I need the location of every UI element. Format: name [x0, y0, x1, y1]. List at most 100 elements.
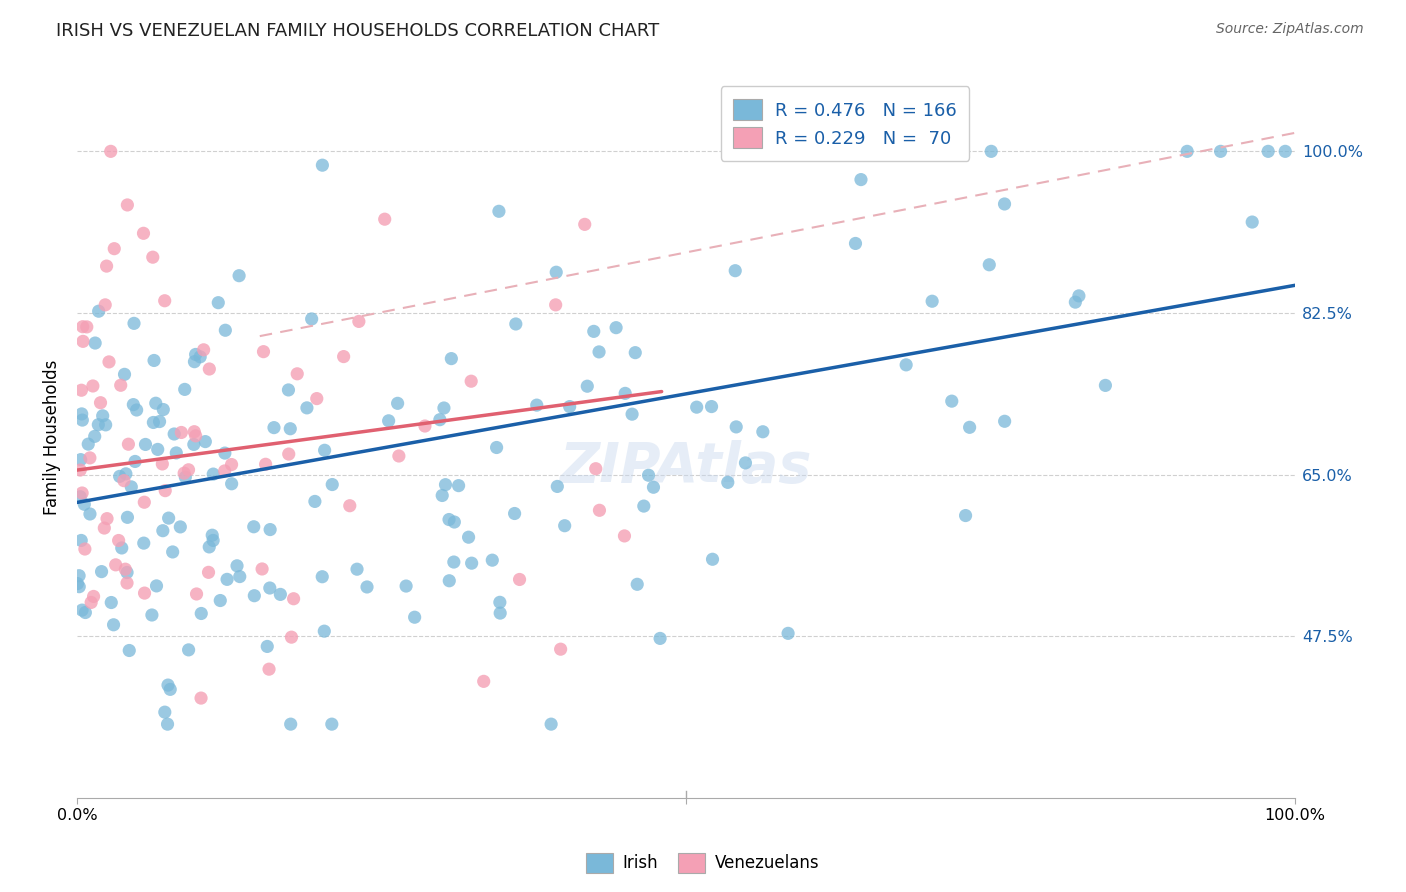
Point: [488, 204, 510, 219]
Point: [314, 443, 336, 458]
Point: [100, 595, 122, 609]
Point: [994, 414, 1017, 428]
Point: [117, 198, 139, 212]
Point: [145, 579, 167, 593]
Point: [193, 343, 215, 357]
Point: [388, 449, 411, 463]
Point: [505, 317, 527, 331]
Point: [321, 717, 343, 731]
Point: [83, 590, 105, 604]
Point: [89, 395, 111, 409]
Point: [540, 717, 562, 731]
Point: [148, 415, 170, 429]
Point: [844, 236, 866, 251]
Point: [347, 314, 370, 328]
Point: [457, 530, 479, 544]
Point: [150, 457, 173, 471]
Point: [588, 503, 610, 517]
Point: [1209, 145, 1232, 159]
Point: [115, 576, 138, 591]
Point: [305, 392, 328, 406]
Point: [90, 565, 112, 579]
Point: [118, 643, 141, 657]
Point: [124, 454, 146, 468]
Point: [447, 478, 470, 492]
Point: [332, 350, 354, 364]
Point: [648, 632, 671, 646]
Point: [94, 417, 117, 432]
Point: [87, 304, 110, 318]
Point: [374, 212, 396, 227]
Point: [87, 417, 110, 432]
Point: [76, 319, 98, 334]
Point: [443, 515, 465, 529]
Point: [79, 507, 101, 521]
Point: [197, 566, 219, 580]
Point: [702, 552, 724, 566]
Point: [145, 396, 167, 410]
Point: [173, 383, 195, 397]
Point: [152, 524, 174, 538]
Point: [503, 507, 526, 521]
Point: [637, 468, 659, 483]
Point: [162, 545, 184, 559]
Point: [202, 467, 225, 481]
Point: [1064, 295, 1087, 310]
Point: [356, 580, 378, 594]
Legend: Irish, Venezuelans: Irish, Venezuelans: [579, 847, 827, 880]
Point: [242, 520, 264, 534]
Point: [278, 422, 301, 436]
Point: [346, 562, 368, 576]
Point: [1175, 145, 1198, 159]
Point: [155, 483, 177, 498]
Point: [79, 450, 101, 465]
Point: [259, 523, 281, 537]
Point: [460, 374, 482, 388]
Point: [228, 268, 250, 283]
Point: [103, 242, 125, 256]
Point: [395, 579, 418, 593]
Point: [613, 529, 636, 543]
Point: [509, 573, 531, 587]
Point: [67, 568, 90, 582]
Point: [481, 553, 503, 567]
Point: [285, 367, 308, 381]
Point: [214, 464, 236, 478]
Point: [269, 587, 291, 601]
Point: [122, 317, 145, 331]
Point: [377, 414, 399, 428]
Point: [582, 324, 605, 338]
Point: [73, 497, 96, 511]
Point: [184, 429, 207, 443]
Point: [122, 398, 145, 412]
Point: [153, 293, 176, 308]
Point: [221, 458, 243, 472]
Point: [67, 580, 90, 594]
Point: [311, 158, 333, 172]
Point: [263, 420, 285, 434]
Point: [283, 591, 305, 606]
Point: [201, 528, 224, 542]
Point: [174, 470, 197, 484]
Point: [146, 442, 169, 457]
Point: [440, 351, 463, 366]
Point: [1257, 145, 1279, 159]
Point: [959, 420, 981, 434]
Point: [254, 457, 277, 471]
Point: [256, 640, 278, 654]
Point: [437, 512, 460, 526]
Point: [91, 409, 114, 423]
Point: [73, 541, 96, 556]
Point: [120, 480, 142, 494]
Point: [152, 402, 174, 417]
Point: [574, 218, 596, 232]
Point: [259, 581, 281, 595]
Point: [217, 573, 239, 587]
Point: [112, 474, 135, 488]
Point: [82, 379, 104, 393]
Point: [614, 386, 637, 401]
Point: [70, 486, 93, 500]
Point: [550, 642, 572, 657]
Point: [188, 350, 211, 364]
Point: [94, 298, 117, 312]
